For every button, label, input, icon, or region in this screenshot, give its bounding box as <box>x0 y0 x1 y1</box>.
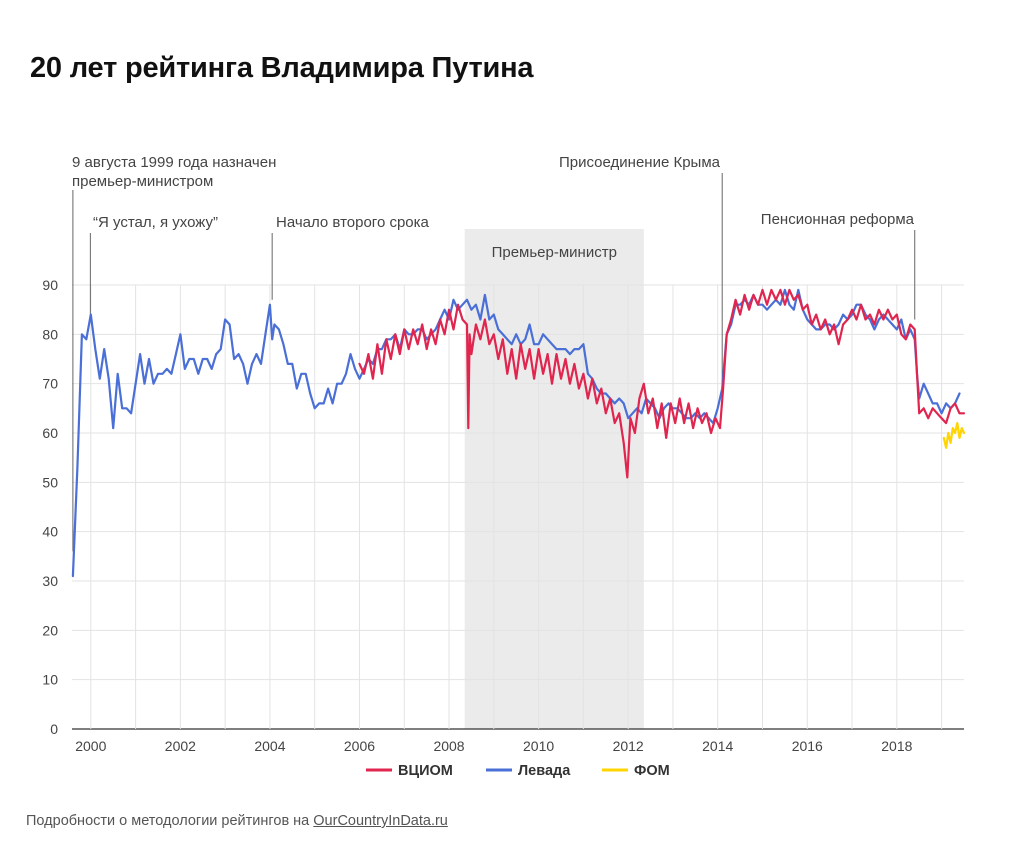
annotation-text: 9 августа 1999 года назначен <box>72 154 276 171</box>
footnote-text: Подробности о методологии рейтингов на <box>26 813 314 829</box>
y-tick-label: 0 <box>50 721 58 737</box>
series-layer <box>71 288 966 578</box>
annotation-layer: 9 августа 1999 года назначен премьер-мини… <box>72 154 916 552</box>
annotation-text: Присоединение Крыма <box>559 154 721 171</box>
annotation-text: Пенсионная реформа <box>761 211 915 228</box>
source-link[interactable]: OurCountryInData.ru <box>313 813 448 829</box>
y-tick-label: 70 <box>42 376 58 392</box>
y-tick-label: 90 <box>42 277 58 293</box>
y-tick-label: 10 <box>42 672 58 688</box>
x-tick-label: 2016 <box>792 738 823 754</box>
y-tick-label: 60 <box>42 425 58 441</box>
y-tick-label: 20 <box>42 622 58 638</box>
x-tick-label: 2002 <box>165 738 196 754</box>
legend-label: Левада <box>518 763 571 779</box>
x-tick-label: 2012 <box>613 738 644 754</box>
x-tick-label: 2018 <box>881 738 912 754</box>
annotation-text: премьер-министром <box>72 173 213 190</box>
x-tick-label: 2006 <box>344 738 375 754</box>
legend-label: ФОМ <box>634 763 670 779</box>
legend-label: ВЦИОМ <box>398 763 453 779</box>
legend: ВЦИОМ Левада ФОМ <box>366 763 670 779</box>
x-tick-label: 2010 <box>523 738 554 754</box>
annotation-text: “Я устал, я ухожу” <box>93 214 218 231</box>
annotation-text: Начало второго срока <box>276 214 430 231</box>
x-tick-label: 2004 <box>254 738 285 754</box>
series-line-levada <box>71 288 961 578</box>
y-tick-label: 40 <box>42 524 58 540</box>
series-line-vciom <box>358 288 966 479</box>
grid-layer <box>72 284 964 730</box>
shaded-region <box>464 229 644 729</box>
x-tick-label: 2000 <box>75 738 106 754</box>
footnote: Подробности о методологии рейтингов на O… <box>26 813 448 829</box>
y-tick-label: 30 <box>42 573 58 589</box>
chart-title: 20 лет рейтинга Владимира Путина <box>30 52 534 84</box>
x-tick-label: 2014 <box>702 738 733 754</box>
axes-layer: 0 10 20 30 40 50 60 70 80 90 2000 2002 2004 2006 2008 2… <box>42 277 912 754</box>
y-tick-label: 80 <box>42 326 58 342</box>
shaded-region-label: Премьер-министр <box>492 244 617 261</box>
x-tick-label: 2008 <box>433 738 464 754</box>
shaded-region-layer: Премьер-министр <box>464 229 644 729</box>
y-tick-label: 50 <box>42 474 58 490</box>
series-line-fom <box>942 422 966 449</box>
